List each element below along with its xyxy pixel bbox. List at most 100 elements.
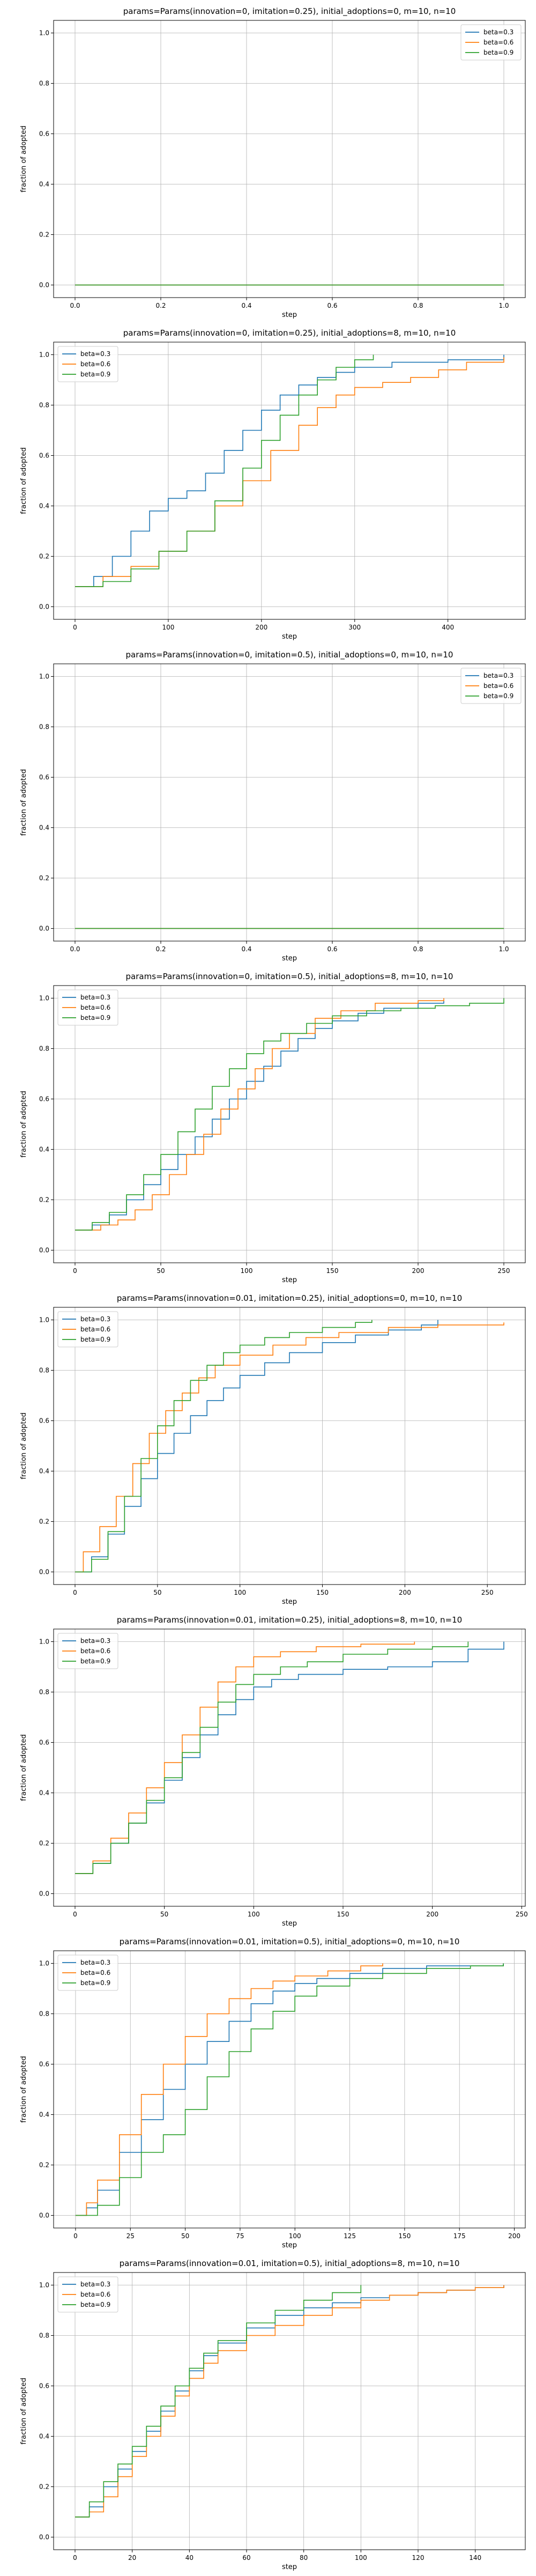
x-tick-label: 250 xyxy=(516,1911,528,1918)
legend: beta=0.3 beta=0.6 beta=0.9 xyxy=(57,1955,118,1991)
series-line-beta-2 xyxy=(75,1641,415,1874)
y-tick-label: 0.6 xyxy=(39,1095,49,1103)
x-tick-label: 200 xyxy=(255,624,267,631)
axes-frame xyxy=(53,663,526,942)
series-line-beta-1 xyxy=(75,354,504,587)
legend: beta=0.3 beta=0.6 beta=0.9 xyxy=(57,989,118,1026)
x-tick-label: 100 xyxy=(241,1267,253,1275)
axes-frame xyxy=(53,1628,526,1907)
series-line-beta-3 xyxy=(75,1641,469,1874)
x-tick-label: 125 xyxy=(344,2232,356,2240)
legend-box xyxy=(57,1955,118,1991)
x-tick-label: 175 xyxy=(453,2232,466,2240)
y-tick-label: 0.4 xyxy=(39,1789,49,1797)
legend-entry: beta=0.3 xyxy=(80,350,110,358)
x-tick-label: 0 xyxy=(73,1911,77,1918)
chart-panel-3: params=Params(innovation=0, imitation=0.… xyxy=(20,650,526,963)
x-tick-label: 1.0 xyxy=(498,945,509,953)
legend-entry: beta=0.3 xyxy=(80,1959,110,1966)
y-tick-label: 0.2 xyxy=(39,1840,49,1847)
x-tick-label: 40 xyxy=(185,2554,193,2562)
chart-title: params=Params(innovation=0, imitation=0.… xyxy=(123,6,456,17)
y-tick-label: 0.4 xyxy=(39,2433,49,2440)
y-tick-label: 0.2 xyxy=(39,2162,49,2169)
axes-frame xyxy=(53,342,526,620)
legend-entry: beta=0.6 xyxy=(80,1326,110,1333)
legend-entry: beta=0.9 xyxy=(80,1336,110,1343)
x-tick-label: 0.6 xyxy=(327,945,337,953)
x-tick-label: 0.8 xyxy=(413,302,423,309)
y-tick-label: 1.0 xyxy=(39,673,49,680)
y-tick-label: 0.0 xyxy=(39,2534,49,2541)
x-tick-label: 0 xyxy=(73,1589,77,1596)
legend: beta=0.3 beta=0.6 beta=0.9 xyxy=(57,2276,118,2313)
legend-entry: beta=0.9 xyxy=(80,1979,110,1987)
y-tick-label: 0.4 xyxy=(39,502,49,510)
series-line-beta-1 xyxy=(75,1001,444,1231)
x-tick-label: 50 xyxy=(160,1911,168,1918)
x-tick-label: 150 xyxy=(337,1911,349,1918)
legend-box xyxy=(57,2276,118,2313)
y-tick-label: 0.0 xyxy=(39,925,49,932)
y-axis-label: fraction of adopted xyxy=(20,769,28,836)
x-axis-label: step xyxy=(282,1920,297,1928)
series-line-beta-2 xyxy=(75,2285,504,2518)
y-tick-label: 0.8 xyxy=(39,2010,49,2018)
y-tick-label: 0.8 xyxy=(39,723,49,731)
chart-title: params=Params(innovation=0, imitation=0.… xyxy=(123,328,456,338)
y-tick-label: 1.0 xyxy=(39,1638,49,1646)
x-tick-label: 60 xyxy=(242,2554,250,2562)
x-axis-label: step xyxy=(282,1598,297,1606)
series-line-beta-3 xyxy=(75,1963,504,2216)
x-tick-label: 300 xyxy=(348,624,361,631)
x-axis-label: step xyxy=(282,954,297,963)
legend-entry: beta=0.6 xyxy=(80,1969,110,1977)
chart-panel-7: params=Params(innovation=0.01, imitation… xyxy=(20,1937,526,2249)
legend: beta=0.3 beta=0.6 beta=0.9 xyxy=(57,346,118,382)
legend: beta=0.3 beta=0.6 beta=0.9 xyxy=(460,24,522,61)
x-tick-label: 0.8 xyxy=(413,945,423,953)
y-axis-label: fraction of adopted xyxy=(20,125,28,193)
y-tick-label: 0.0 xyxy=(39,282,49,289)
y-tick-label: 0.2 xyxy=(39,553,49,560)
series-line-beta-2 xyxy=(75,1963,383,2216)
legend: beta=0.3 beta=0.6 beta=0.9 xyxy=(460,668,522,704)
legend-box xyxy=(57,989,118,1026)
y-tick-label: 0.6 xyxy=(39,1417,49,1425)
x-tick-label: 0.6 xyxy=(327,302,337,309)
x-tick-label: 200 xyxy=(508,2232,520,2240)
y-axis-label: fraction of adopted xyxy=(20,1091,28,1158)
y-axis-label: fraction of adopted xyxy=(20,1734,28,1801)
axes-frame xyxy=(53,2272,526,2550)
y-tick-label: 0.6 xyxy=(39,2061,49,2068)
y-tick-label: 1.0 xyxy=(39,1316,49,1324)
y-tick-label: 0.4 xyxy=(39,181,49,188)
chart-panel-6: params=Params(innovation=0.01, imitation… xyxy=(20,1615,528,1928)
series-line-beta-2 xyxy=(75,1322,504,1573)
x-tick-label: 50 xyxy=(181,2232,189,2240)
x-tick-label: 150 xyxy=(316,1589,329,1596)
x-tick-label: 0 xyxy=(73,624,77,631)
x-axis-label: step xyxy=(282,2241,297,2249)
x-tick-label: 100 xyxy=(234,1589,246,1596)
legend-entry: beta=0.6 xyxy=(483,39,513,46)
legend-entry: beta=0.9 xyxy=(80,371,110,378)
chart-panel-2: params=Params(innovation=0, imitation=0.… xyxy=(20,328,526,641)
y-tick-label: 0.2 xyxy=(39,2483,49,2491)
y-tick-label: 0.6 xyxy=(39,130,49,138)
chart-panel-5: params=Params(innovation=0.01, imitation… xyxy=(20,1293,526,1606)
y-tick-label: 0.4 xyxy=(39,1468,49,1475)
y-tick-label: 0.6 xyxy=(39,1739,49,1746)
chart-title: params=Params(innovation=0.01, imitation… xyxy=(117,1293,462,1304)
x-tick-label: 75 xyxy=(236,2232,244,2240)
legend-entry: beta=0.9 xyxy=(80,1657,110,1665)
chart-title: params=Params(innovation=0, imitation=0.… xyxy=(126,650,453,660)
y-tick-label: 1.0 xyxy=(39,351,49,359)
y-tick-label: 1.0 xyxy=(39,2282,49,2289)
chart-panel-8: params=Params(innovation=0.01, imitation… xyxy=(20,2259,526,2571)
x-axis-label: step xyxy=(282,633,297,641)
axes-frame xyxy=(53,985,526,1263)
x-tick-label: 200 xyxy=(412,1267,425,1275)
x-tick-label: 150 xyxy=(398,2232,411,2240)
